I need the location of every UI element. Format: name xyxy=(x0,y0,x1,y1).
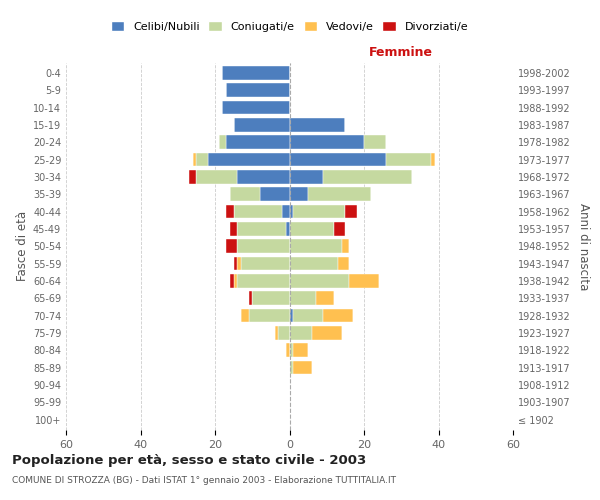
Bar xyxy=(230,222,238,235)
Bar xyxy=(223,101,290,114)
Bar xyxy=(290,222,334,235)
Bar xyxy=(364,136,386,149)
Bar xyxy=(219,136,226,149)
Text: Femmine: Femmine xyxy=(369,46,433,59)
Bar xyxy=(282,205,290,218)
Bar xyxy=(230,274,233,287)
Bar xyxy=(290,136,364,149)
Bar xyxy=(193,153,196,166)
Bar xyxy=(341,240,349,253)
Bar xyxy=(226,205,233,218)
Bar xyxy=(196,170,238,183)
Bar xyxy=(290,257,338,270)
Bar xyxy=(290,118,346,132)
Bar xyxy=(334,222,346,235)
Bar xyxy=(278,326,290,340)
Bar xyxy=(241,257,290,270)
Bar xyxy=(226,136,290,149)
Bar xyxy=(290,240,341,253)
Bar xyxy=(290,205,293,218)
Bar xyxy=(290,153,386,166)
Y-axis label: Anni di nascita: Anni di nascita xyxy=(577,202,590,290)
Bar xyxy=(386,153,431,166)
Bar xyxy=(233,118,290,132)
Bar xyxy=(312,326,341,340)
Bar xyxy=(316,292,334,305)
Bar xyxy=(293,205,346,218)
Bar xyxy=(290,309,293,322)
Bar xyxy=(286,344,290,357)
Bar xyxy=(338,257,349,270)
Bar xyxy=(323,309,353,322)
Bar xyxy=(223,66,290,80)
Bar xyxy=(230,188,260,201)
Text: Popolazione per età, sesso e stato civile - 2003: Popolazione per età, sesso e stato civil… xyxy=(12,454,366,467)
Bar xyxy=(293,309,323,322)
Bar xyxy=(238,274,290,287)
Bar xyxy=(290,292,316,305)
Bar xyxy=(260,188,290,201)
Bar xyxy=(290,326,312,340)
Bar xyxy=(189,170,196,183)
Legend: Celibi/Nubili, Coniugati/e, Vedovi/e, Divorziati/e: Celibi/Nubili, Coniugati/e, Vedovi/e, Di… xyxy=(106,16,473,36)
Bar xyxy=(252,292,290,305)
Bar xyxy=(226,84,290,97)
Bar xyxy=(290,361,293,374)
Bar xyxy=(238,222,286,235)
Bar xyxy=(346,205,356,218)
Bar xyxy=(248,309,290,322)
Bar xyxy=(290,344,293,357)
Bar xyxy=(208,153,290,166)
Bar xyxy=(431,153,435,166)
Bar xyxy=(323,170,412,183)
Bar xyxy=(248,292,252,305)
Bar xyxy=(286,222,290,235)
Bar xyxy=(293,344,308,357)
Bar xyxy=(226,240,238,253)
Bar xyxy=(238,170,290,183)
Text: COMUNE DI STROZZA (BG) - Dati ISTAT 1° gennaio 2003 - Elaborazione TUTTITALIA.IT: COMUNE DI STROZZA (BG) - Dati ISTAT 1° g… xyxy=(12,476,396,485)
Bar xyxy=(275,326,278,340)
Y-axis label: Fasce di età: Fasce di età xyxy=(16,211,29,282)
Bar xyxy=(349,274,379,287)
Bar xyxy=(290,274,349,287)
Bar xyxy=(233,205,282,218)
Bar xyxy=(233,274,238,287)
Bar xyxy=(196,153,208,166)
Bar xyxy=(290,170,323,183)
Bar xyxy=(238,257,241,270)
Bar xyxy=(238,240,290,253)
Bar xyxy=(241,309,248,322)
Bar xyxy=(233,257,238,270)
Bar xyxy=(308,188,371,201)
Bar xyxy=(293,361,312,374)
Bar xyxy=(290,188,308,201)
